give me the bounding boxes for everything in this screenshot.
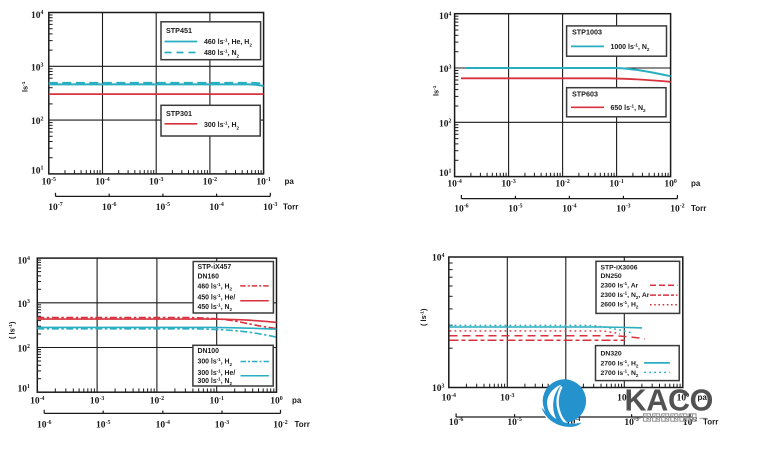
svg-text:460 ls-1, H2: 460 ls-1, H2 — [198, 282, 233, 292]
svg-text:( ls-1): ( ls-1) — [419, 308, 428, 326]
svg-text:10-5: 10-5 — [96, 420, 110, 431]
svg-text:pa: pa — [292, 396, 302, 405]
svg-text:10-2: 10-2 — [683, 417, 697, 428]
svg-text:10-4: 10-4 — [447, 179, 461, 190]
svg-text:10-4: 10-4 — [442, 393, 456, 404]
svg-text:650 ls-1, N2: 650 ls-1, N2 — [611, 103, 647, 113]
svg-text:STP301: STP301 — [166, 109, 192, 118]
svg-text:10-3: 10-3 — [263, 202, 277, 213]
svg-text:10-6: 10-6 — [454, 204, 468, 215]
svg-text:101: 101 — [18, 384, 31, 395]
svg-text:300 ls-1, H2: 300 ls-1, H2 — [198, 357, 233, 367]
svg-text:103: 103 — [439, 64, 452, 75]
svg-text:10-5: 10-5 — [156, 202, 170, 213]
svg-text:104: 104 — [18, 256, 31, 267]
svg-text:10-3: 10-3 — [90, 396, 104, 407]
svg-text:103: 103 — [18, 299, 31, 310]
svg-text:10-7: 10-7 — [48, 202, 62, 213]
svg-text:10-2: 10-2 — [670, 204, 684, 215]
svg-text:10-4: 10-4 — [95, 177, 109, 188]
svg-text:10-4: 10-4 — [562, 204, 576, 215]
svg-text:103: 103 — [432, 383, 445, 394]
svg-text:10-5: 10-5 — [508, 204, 522, 215]
svg-text:10-4: 10-4 — [566, 417, 580, 428]
svg-text:pa: pa — [285, 177, 295, 186]
svg-text:10-2: 10-2 — [150, 396, 164, 407]
svg-text:STP-iX457: STP-iX457 — [198, 264, 232, 271]
svg-text:300 ls-1, N2: 300 ls-1, N2 — [198, 377, 233, 387]
svg-text:Torr: Torr — [283, 202, 298, 211]
svg-text:pa: pa — [698, 393, 708, 402]
svg-text:10-3: 10-3 — [500, 393, 514, 404]
svg-text:STP603: STP603 — [572, 90, 598, 99]
svg-text:10-4: 10-4 — [30, 396, 44, 407]
svg-text:STP451: STP451 — [166, 26, 192, 35]
svg-text:Torr: Torr — [703, 417, 718, 426]
svg-text:100: 100 — [270, 396, 283, 407]
svg-text:DN320: DN320 — [601, 351, 622, 358]
svg-text:300 ls-1, He/: 300 ls-1, He/ — [198, 368, 236, 376]
svg-text:DN160: DN160 — [198, 273, 220, 280]
svg-text:2300 ls-1, N2, Ar: 2300 ls-1, N2, Ar — [601, 290, 650, 299]
svg-text:10-6: 10-6 — [37, 420, 51, 431]
svg-text:10-1: 10-1 — [609, 179, 623, 190]
svg-text:Torr: Torr — [691, 204, 706, 213]
svg-text:102: 102 — [439, 119, 452, 130]
svg-text:101: 101 — [439, 168, 452, 179]
svg-text:ls-1: ls-1 — [432, 85, 441, 96]
svg-text:2700 ls-1, N2: 2700 ls-1, N2 — [601, 368, 639, 377]
svg-text:460 ls-1, He, H2: 460 ls-1, He, H2 — [204, 38, 252, 48]
svg-text:STP1003: STP1003 — [572, 28, 602, 37]
svg-text:10-4: 10-4 — [156, 420, 170, 431]
svg-text:100: 100 — [677, 393, 690, 404]
svg-text:10-4: 10-4 — [209, 202, 223, 213]
svg-text:STP-iX3006: STP-iX3006 — [601, 264, 638, 271]
svg-text:pa: pa — [691, 179, 701, 188]
svg-text:101: 101 — [31, 166, 44, 177]
svg-text:300 ls-1, H2: 300 ls-1, H2 — [204, 121, 240, 131]
svg-text:10-1: 10-1 — [617, 393, 631, 404]
svg-text:10-2: 10-2 — [273, 420, 287, 431]
svg-text:10-3: 10-3 — [501, 179, 515, 190]
svg-text:10-3: 10-3 — [215, 420, 229, 431]
svg-text:10-5: 10-5 — [507, 417, 521, 428]
svg-text:ls-1: ls-1 — [21, 81, 30, 92]
svg-text:2300 ls-1, Ar: 2300 ls-1, Ar — [601, 281, 639, 289]
svg-text:10-6: 10-6 — [449, 417, 463, 428]
svg-text:10-3: 10-3 — [624, 417, 638, 428]
svg-text:10-1: 10-1 — [256, 177, 270, 188]
svg-text:( ls-1): ( ls-1) — [8, 321, 17, 339]
svg-text:1000 ls-1, N2: 1000 ls-1, N2 — [611, 42, 650, 52]
svg-text:104: 104 — [31, 10, 44, 21]
svg-text:DN100: DN100 — [198, 348, 220, 355]
svg-text:104: 104 — [439, 11, 452, 22]
svg-text:10-3: 10-3 — [616, 204, 630, 215]
svg-text:450 ls-1, N2: 450 ls-1, N2 — [198, 303, 233, 313]
svg-text:DN250: DN250 — [601, 273, 622, 280]
svg-text:100: 100 — [664, 179, 677, 190]
svg-text:10-2: 10-2 — [555, 179, 569, 190]
svg-text:102: 102 — [18, 344, 31, 355]
svg-text:103: 103 — [31, 63, 44, 74]
svg-text:450 ls-1, He/: 450 ls-1, He/ — [198, 293, 236, 301]
svg-text:102: 102 — [31, 117, 44, 128]
svg-text:10-5: 10-5 — [42, 177, 56, 188]
svg-text:2600 ls-1, H2: 2600 ls-1, H2 — [601, 300, 639, 309]
svg-text:10-3: 10-3 — [149, 177, 163, 188]
svg-text:104: 104 — [432, 253, 445, 264]
svg-text:10-1: 10-1 — [209, 396, 223, 407]
svg-text:10-6: 10-6 — [102, 202, 116, 213]
svg-text:Torr: Torr — [295, 420, 310, 429]
svg-text:2700 ls-1, H2: 2700 ls-1, H2 — [601, 359, 639, 368]
svg-text:10-2: 10-2 — [203, 177, 217, 188]
svg-text:KACO: KACO — [625, 384, 714, 418]
svg-text:480 ls-1, N2: 480 ls-1, N2 — [204, 49, 240, 59]
